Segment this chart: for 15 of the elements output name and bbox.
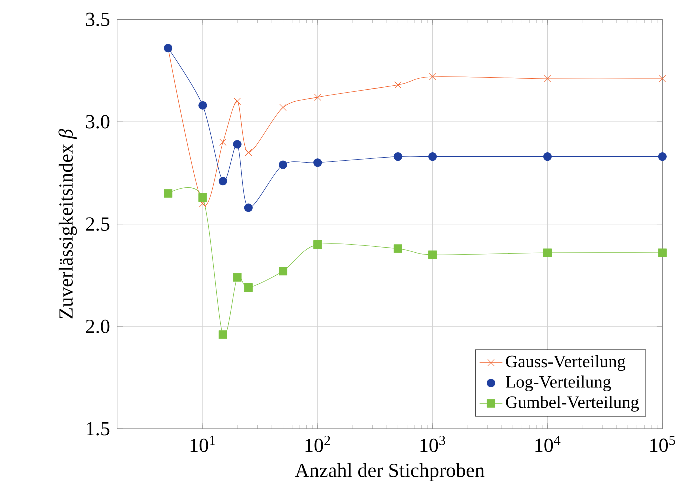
y-tick-label: 3.0 xyxy=(86,115,110,129)
legend-label: Log-Verteilung xyxy=(506,376,612,392)
x-tick-label: 10$^{2}$ xyxy=(306,436,330,452)
y-tick-label: 2.5 xyxy=(86,218,110,232)
y-axis-title: Zuverlässigkeitsindex β xyxy=(58,129,78,319)
x-tick-label: 10$^{5}$ xyxy=(650,436,676,452)
x-axis-title: Anzahl der Stichproben xyxy=(295,463,485,482)
legend-label: Gumbel-Verteilung xyxy=(506,396,640,412)
x-tick-label: 10$^{4}$ xyxy=(536,436,561,452)
y-tick-label: 1.5 xyxy=(87,422,110,436)
legend-label: Gauss-Verteilung xyxy=(506,355,626,372)
y-tick-label: 3.5 xyxy=(86,12,110,26)
y-tick-label: 2.0 xyxy=(86,320,110,334)
x-tick-label: 10$^{1}$ xyxy=(190,436,216,452)
x-tick-label: 10$^{3}$ xyxy=(420,436,446,452)
